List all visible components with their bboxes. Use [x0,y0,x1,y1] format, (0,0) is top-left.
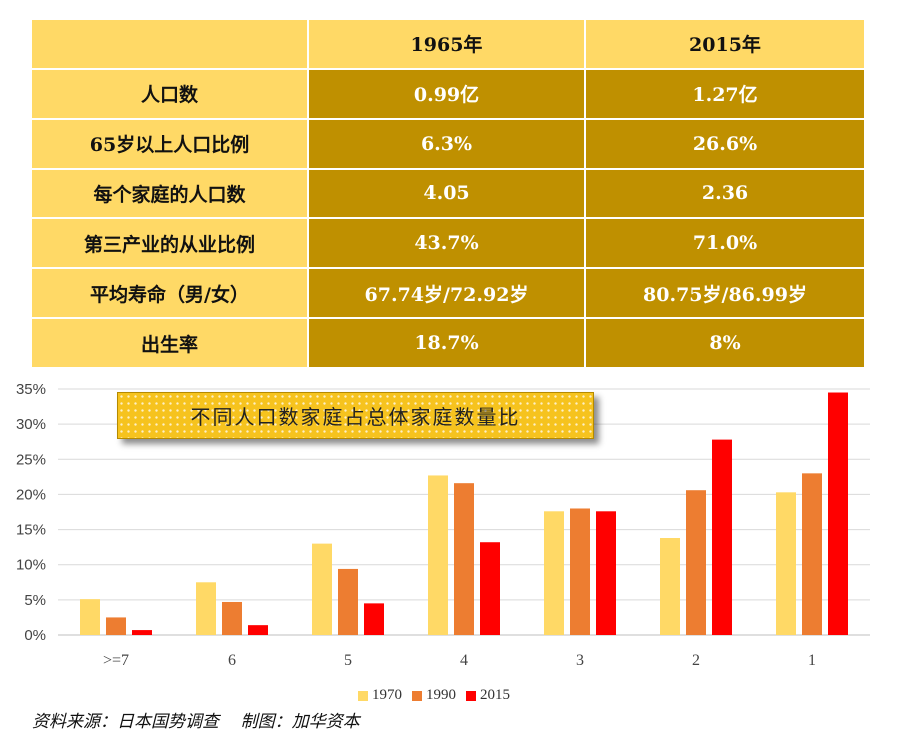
value-cell-v1965: 18.7% [309,319,586,369]
chart-legend: 1970 1990 2015 [358,687,510,704]
x-category-label: 5 [344,652,352,669]
bar-1970 [428,475,448,635]
bar-1970 [80,599,100,635]
bar-2015 [480,542,500,635]
legend-label-2015: 2015 [480,687,510,703]
row-label: 平均寿命（男/女） [32,269,309,320]
x-category-label: >=7 [103,652,129,669]
row-label: 65岁以上人口比例 [32,119,309,170]
x-category-label: 4 [460,652,468,669]
legend-label-1990: 1990 [426,687,456,703]
y-tick-label: 20% [16,486,46,503]
bar-1970 [660,538,680,635]
x-category-label: 3 [576,652,584,669]
bar-1990 [570,508,590,635]
x-category-label: 6 [228,652,236,669]
value-cell-v2015: 80.75岁/86.99岁 [586,269,866,320]
bar-1990 [802,473,822,635]
bar-1990 [106,617,126,635]
bar-2015 [828,392,848,635]
legend-swatch-1990 [412,690,422,701]
value-cell-v1965: 4.05 [309,169,586,220]
bar-2015 [596,511,616,635]
bar-1970 [312,543,332,635]
source-note: 资料来源：日本国势调查 制图：加华资本 [32,712,360,732]
bar-1990 [686,490,706,635]
bar-1970 [776,492,796,635]
x-category-label: 2 [692,652,700,669]
y-tick-label: 35% [16,381,46,398]
bar-1990 [222,601,242,635]
bar-1970 [544,511,564,635]
bar-2015 [364,603,384,635]
bar-1970 [196,582,216,635]
bar-chart: 0% 5% 10% 15% 20% 25% 30% 35% >=7 6 5 4 3 2 1 [16,381,870,669]
legend-item-1970: 1970 [358,687,402,704]
y-tick-label: 30% [16,416,46,433]
bar-2015 [132,630,152,635]
row-label: 每个家庭的人口数 [32,169,309,220]
value-cell-v2015: 26.6% [586,119,866,170]
bars [80,392,848,635]
legend-swatch-1970 [358,690,368,701]
y-tick-label: 25% [16,451,46,468]
legend-swatch-2015 [466,690,476,701]
legend-item-1990: 1990 [412,687,456,704]
value-cell-v1965: 67.74岁/72.92岁 [309,269,586,320]
y-axis-ticks: 0% 5% 10% 15% 20% 25% 30% 35% [16,381,46,644]
row-label: 第三产业的从业比例 [32,219,309,270]
row-label: 人口数 [32,69,309,120]
data-table: 1965年 2015年人口数 0.99亿 1.27亿 65岁以上人口比例 6.3% 26.6… [32,20,866,369]
y-tick-label: 15% [16,522,46,539]
legend-item-2015: 2015 [466,687,510,704]
y-tick-label: 5% [24,592,46,609]
legend-label-1970: 1970 [372,687,402,703]
value-cell-v1965: 0.99亿 [309,69,586,120]
value-cell-v2015: 2.36 [586,169,866,220]
bar-1990 [338,568,358,635]
value-cell-v2015: 1.27亿 [586,69,866,120]
chart-title: 不同人口数家庭占总体家庭数量比 [117,392,594,439]
y-tick-label: 0% [24,627,46,644]
bar-1990 [454,483,474,635]
value-cell-v1965: 43.7% [309,219,586,270]
value-cell-v2015: 71.0% [586,219,866,270]
value-cell-v2015: 8% [586,319,866,369]
header-corner [32,20,309,70]
x-axis-categories: >=7 6 5 4 3 2 1 [103,652,816,669]
bar-2015 [712,439,732,635]
bar-2015 [248,625,268,635]
header-year-2: 2015年 [586,20,866,70]
row-label: 出生率 [32,319,309,369]
x-category-label: 1 [808,652,816,669]
y-tick-label: 10% [16,557,46,574]
header-year-1: 1965年 [309,20,586,70]
value-cell-v1965: 6.3% [309,119,586,170]
